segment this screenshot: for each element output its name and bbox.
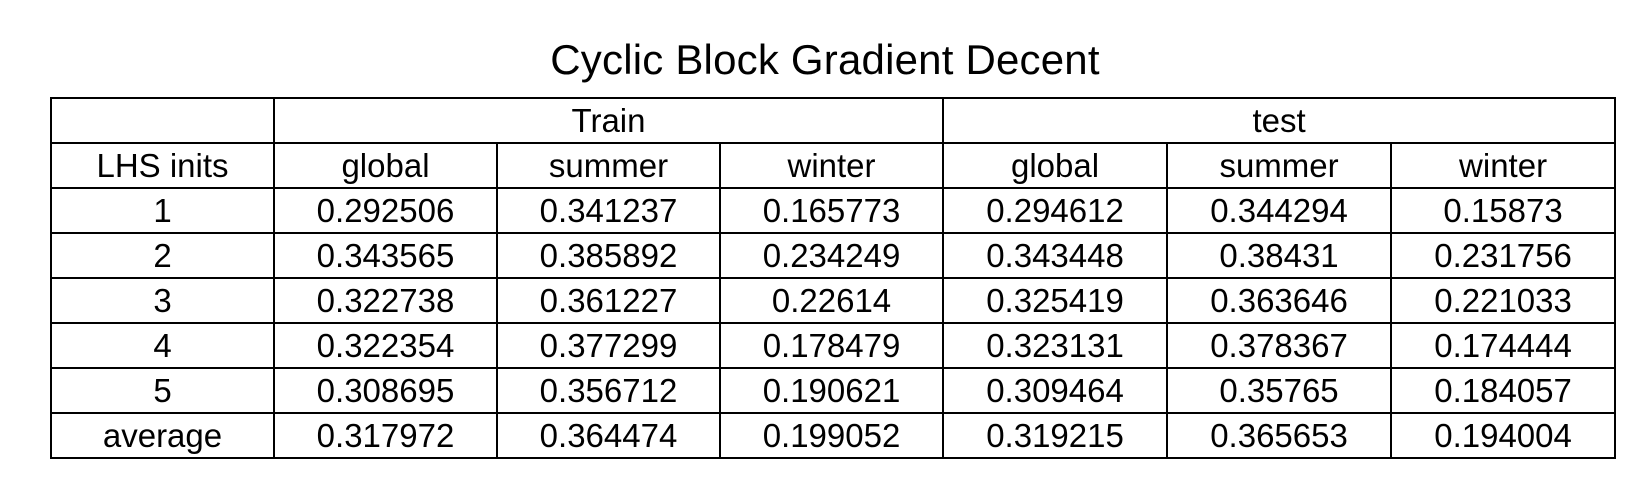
row-label-cell: 4	[50, 322, 275, 369]
row-header-label: LHS inits	[50, 142, 275, 189]
value-cell-train-winter: 0.178479	[718, 322, 945, 369]
value-cell-train-global: 0.322354	[273, 322, 498, 369]
value-cell-test-winter: 0.15873	[1390, 187, 1617, 234]
results-table: Train test LHS inits global summer winte…	[50, 97, 1617, 459]
value-cell-test-global: 0.343448	[942, 232, 1169, 279]
value-cell-test-winter: 0.184057	[1390, 367, 1617, 414]
value-cell-train-summer: 0.356712	[496, 367, 721, 414]
value-cell-train-winter: 0.190621	[718, 367, 945, 414]
column-header-train-global: global	[273, 142, 498, 189]
value-cell-test-winter: 0.221033	[1390, 277, 1617, 324]
row-label-cell: 3	[50, 277, 275, 324]
value-cell-train-winter: 0.165773	[718, 187, 945, 234]
row-label-cell: 1	[50, 187, 275, 234]
value-cell-train-summer: 0.364474	[496, 412, 721, 459]
value-cell-test-winter: 0.174444	[1390, 322, 1617, 369]
value-cell-test-summer: 0.38431	[1166, 232, 1393, 279]
value-cell-train-summer: 0.377299	[496, 322, 721, 369]
value-cell-train-global: 0.343565	[273, 232, 498, 279]
value-cell-train-global: 0.322738	[273, 277, 498, 324]
value-cell-train-summer: 0.385892	[496, 232, 721, 279]
table-row: 5 0.308695 0.356712 0.190621 0.309464 0.35765…	[50, 367, 1617, 414]
column-header-test-global: global	[942, 142, 1169, 189]
table-row: 4 0.322354 0.377299 0.178479 0.323131 0.37836…	[50, 322, 1617, 369]
column-header-train-summer: summer	[496, 142, 721, 189]
table-row: 2 0.343565 0.385892 0.234249 0.343448 0.38431…	[50, 232, 1617, 279]
table-row: average 0.317972 0.364474 0.199052 0.319215 0…	[50, 412, 1617, 459]
value-cell-test-summer: 0.344294	[1166, 187, 1393, 234]
empty-corner-cell	[50, 97, 275, 144]
value-cell-train-winter: 0.22614	[718, 277, 945, 324]
value-cell-test-global: 0.325419	[942, 277, 1169, 324]
row-label-cell: 2	[50, 232, 275, 279]
table-row: 3 0.322738 0.361227 0.22614 0.325419 0.363646…	[50, 277, 1617, 324]
table-title: Cyclic Block Gradient Decent	[550, 36, 1100, 83]
value-cell-test-global: 0.294612	[942, 187, 1169, 234]
value-cell-train-winter: 0.199052	[718, 412, 945, 459]
group-header-test: test	[942, 97, 1617, 144]
column-header-test-winter: winter	[1390, 142, 1617, 189]
value-cell-train-global: 0.292506	[273, 187, 498, 234]
value-cell-train-summer: 0.361227	[496, 277, 721, 324]
column-header-row: LHS inits global summer winter global su…	[50, 142, 1617, 189]
group-header-train: Train	[272, 97, 945, 144]
value-cell-train-global: 0.317972	[273, 412, 498, 459]
table-row: 1 0.292506 0.341237 0.165773 0.294612 0.34429…	[50, 187, 1617, 234]
value-cell-test-winter: 0.194004	[1390, 412, 1617, 459]
column-header-train-winter: winter	[718, 142, 945, 189]
value-cell-test-summer: 0.35765	[1166, 367, 1393, 414]
value-cell-test-global: 0.309464	[942, 367, 1169, 414]
value-cell-train-winter: 0.234249	[718, 232, 945, 279]
value-cell-train-global: 0.308695	[273, 367, 498, 414]
value-cell-train-summer: 0.341237	[496, 187, 721, 234]
value-cell-test-summer: 0.378367	[1166, 322, 1393, 369]
row-label-cell: 5	[50, 367, 275, 414]
value-cell-test-winter: 0.231756	[1390, 232, 1617, 279]
row-label-cell: average	[50, 412, 275, 459]
group-header-row: Train test	[50, 97, 1617, 144]
value-cell-test-global: 0.319215	[942, 412, 1169, 459]
value-cell-test-global: 0.323131	[942, 322, 1169, 369]
column-header-test-summer: summer	[1166, 142, 1393, 189]
value-cell-test-summer: 0.363646	[1166, 277, 1393, 324]
value-cell-test-summer: 0.365653	[1166, 412, 1393, 459]
